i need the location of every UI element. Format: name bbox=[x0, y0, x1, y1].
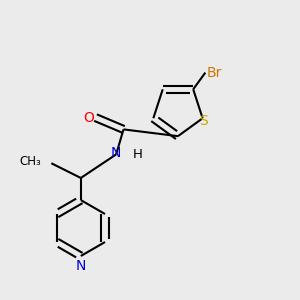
Text: Br: Br bbox=[207, 66, 222, 80]
Text: N: N bbox=[110, 146, 121, 160]
Text: O: O bbox=[84, 111, 94, 124]
Text: CH₃: CH₃ bbox=[19, 155, 41, 168]
Text: N: N bbox=[76, 259, 86, 273]
Text: H: H bbox=[132, 148, 142, 161]
Text: S: S bbox=[199, 114, 208, 128]
